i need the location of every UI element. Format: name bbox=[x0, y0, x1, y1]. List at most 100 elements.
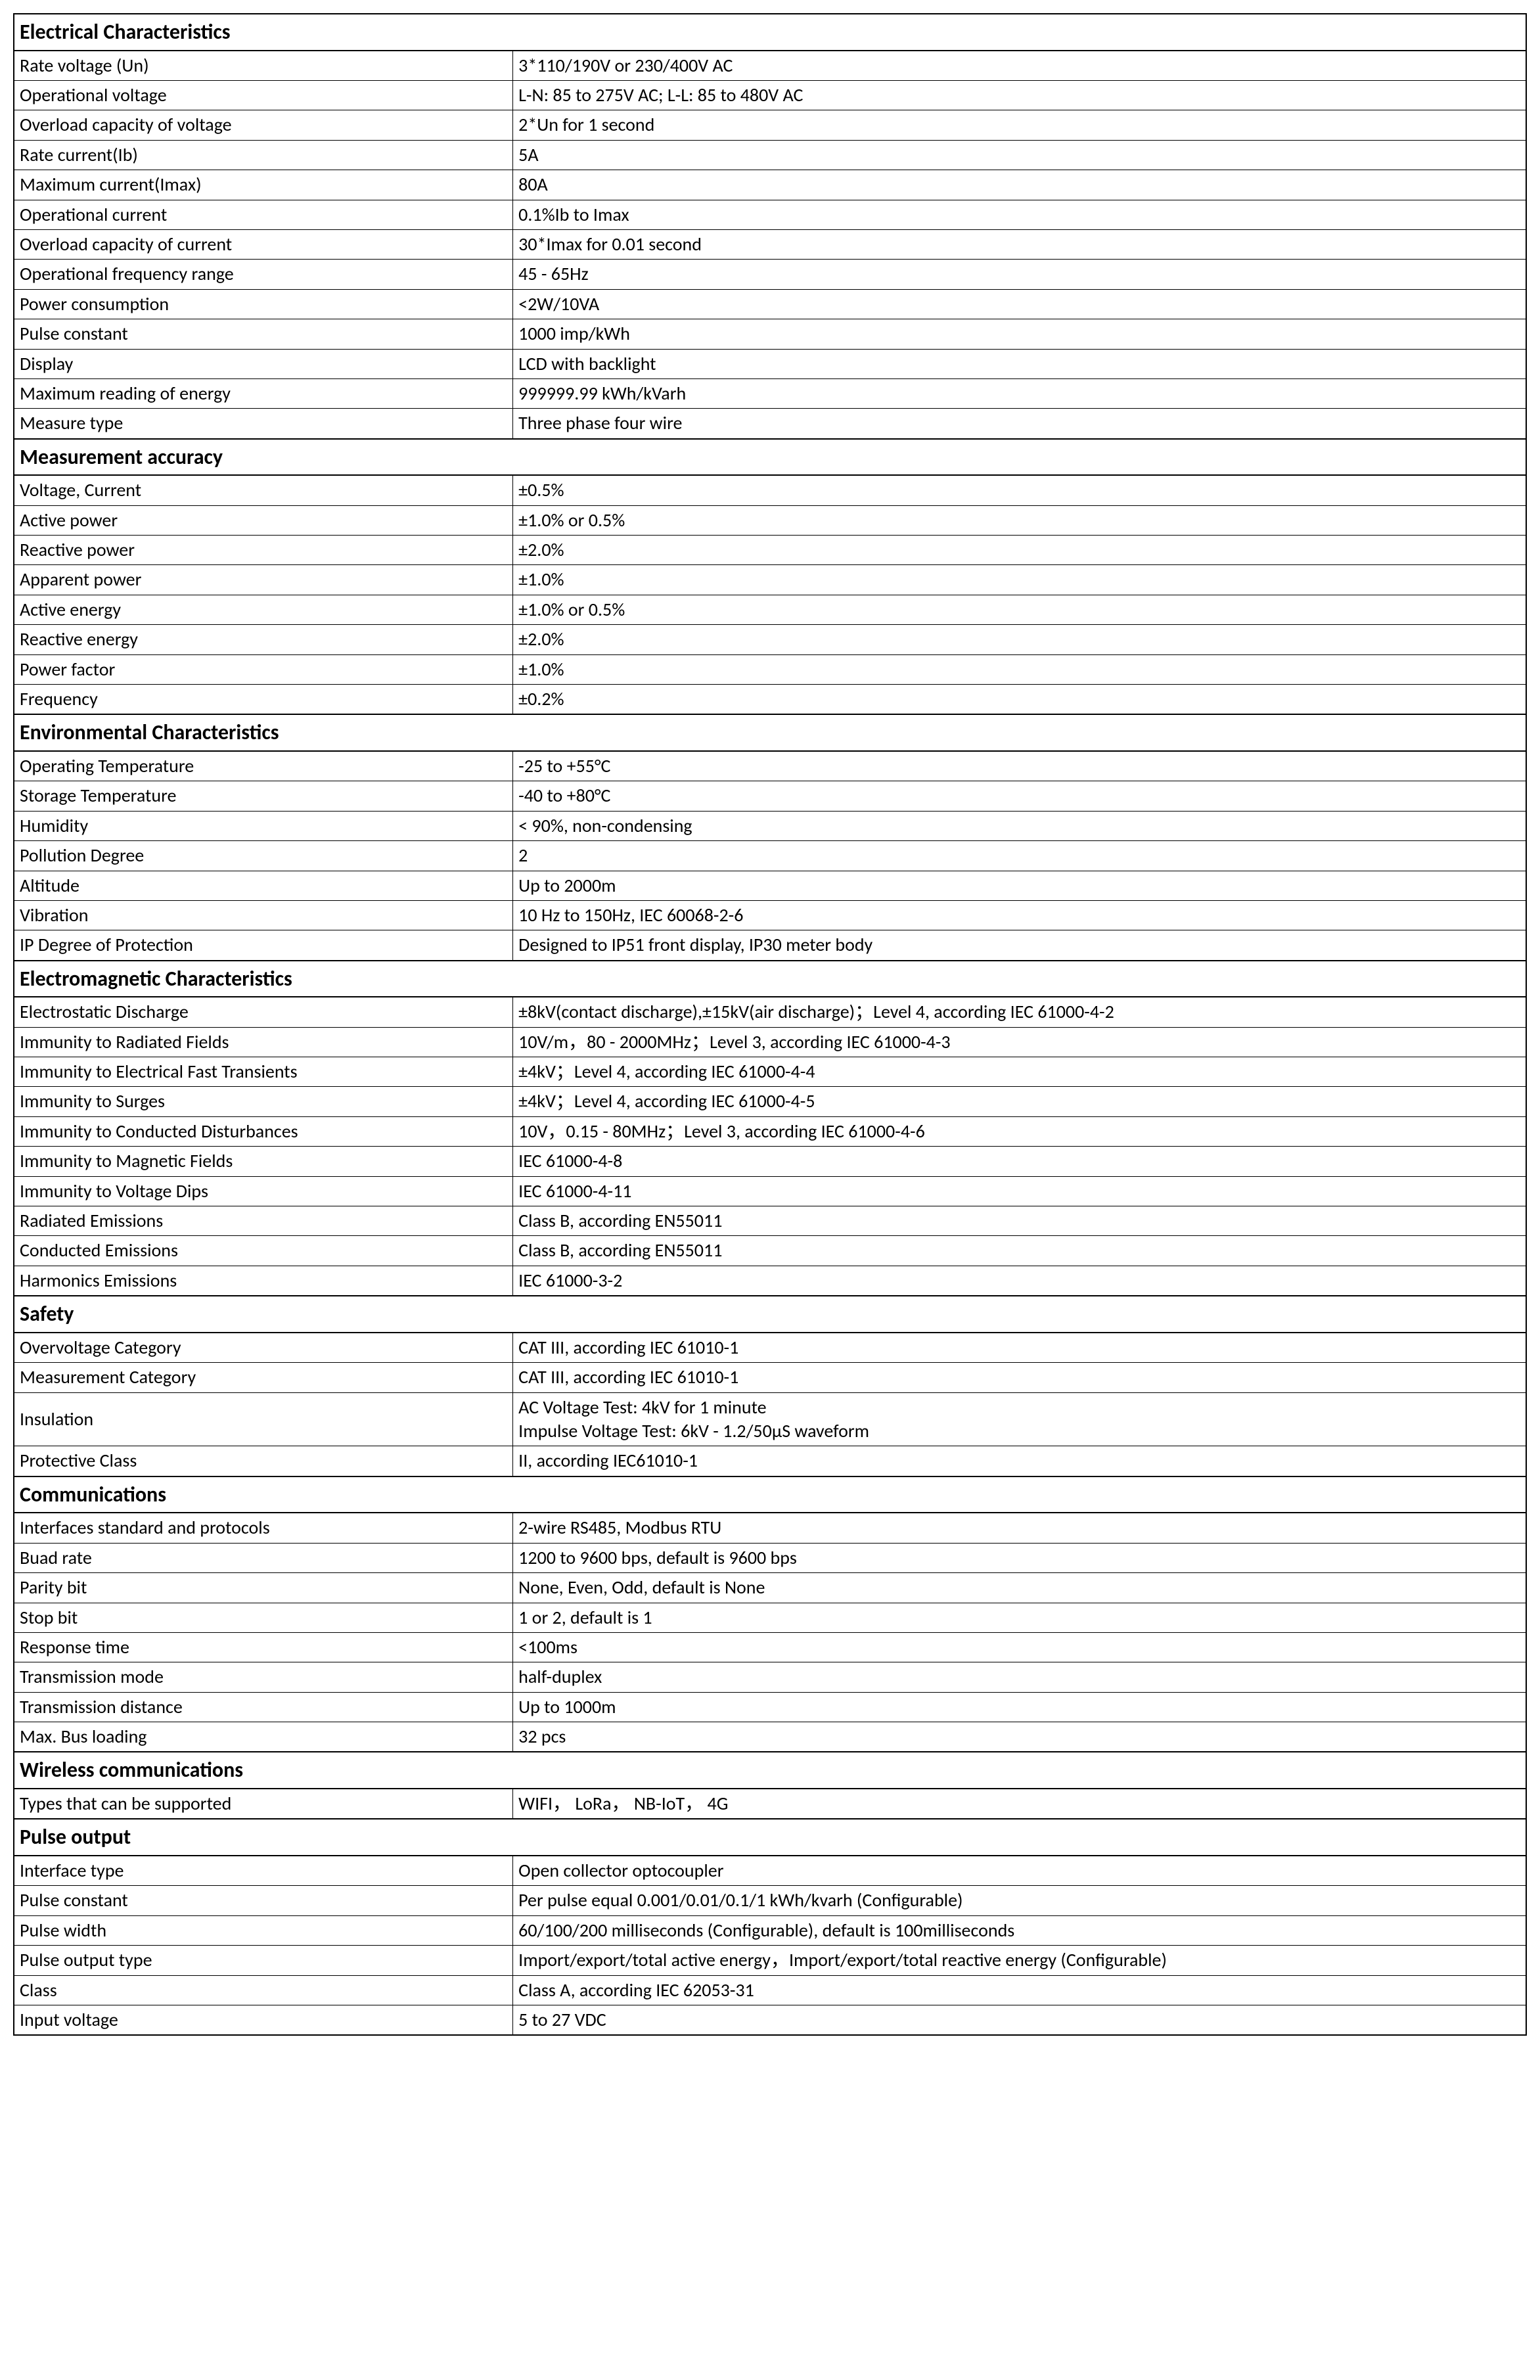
table-row: Operating Temperature-25 to +55°C bbox=[14, 751, 1526, 781]
table-row: Types that can be supportedWIFI， LoRa， N… bbox=[14, 1789, 1526, 1819]
table-row: ClassClass A, according IEC 62053-31 bbox=[14, 1975, 1526, 2005]
table-row: Overload capacity of current30*Imax for … bbox=[14, 229, 1526, 259]
spec-label: Maximum current(Imax) bbox=[14, 170, 513, 200]
spec-value: 30*Imax for 0.01 second bbox=[513, 229, 1526, 259]
spec-value: Class B, according EN55011 bbox=[513, 1236, 1526, 1266]
spec-value: ±0.2% bbox=[513, 685, 1526, 715]
spec-label: Electrostatic Discharge bbox=[14, 997, 513, 1027]
spec-value: 10 Hz to 150Hz, IEC 60068-2-6 bbox=[513, 900, 1526, 930]
spec-value: 1000 imp/kWh bbox=[513, 319, 1526, 349]
spec-value: Open collector optocoupler bbox=[513, 1856, 1526, 1886]
table-row: Overload capacity of voltage2*Un for 1 s… bbox=[14, 110, 1526, 140]
spec-value: LCD with backlight bbox=[513, 349, 1526, 378]
table-row: Immunity to Surges±4kV；Level 4, accordin… bbox=[14, 1087, 1526, 1116]
section-header: Measurement accuracy bbox=[14, 439, 1526, 476]
specification-table: Electrical CharacteristicsRate voltage (… bbox=[13, 13, 1527, 2036]
spec-value: Up to 2000m bbox=[513, 871, 1526, 900]
section-title: Pulse output bbox=[14, 1819, 1526, 1856]
table-row: Response time<100ms bbox=[14, 1632, 1526, 1662]
spec-value: 5A bbox=[513, 140, 1526, 170]
spec-value: ±1.0% or 0.5% bbox=[513, 505, 1526, 535]
spec-label: Response time bbox=[14, 1632, 513, 1662]
section-title: Environmental Characteristics bbox=[14, 714, 1526, 751]
spec-value: AC Voltage Test: 4kV for 1 minuteImpulse… bbox=[513, 1392, 1526, 1446]
table-row: Operational current0.1%Ib to Imax bbox=[14, 200, 1526, 229]
spec-label: Pulse constant bbox=[14, 319, 513, 349]
table-row: Pulse output typeImport/export/total act… bbox=[14, 1946, 1526, 1975]
spec-label: Power consumption bbox=[14, 289, 513, 319]
spec-label: Pulse output type bbox=[14, 1946, 513, 1975]
spec-label: Parity bit bbox=[14, 1573, 513, 1603]
table-row: Measurement CategoryCAT III, according I… bbox=[14, 1363, 1526, 1392]
spec-label: Class bbox=[14, 1975, 513, 2005]
spec-label: Immunity to Magnetic Fields bbox=[14, 1147, 513, 1176]
table-row: Reactive power±2.0% bbox=[14, 536, 1526, 565]
spec-label: Radiated Emissions bbox=[14, 1206, 513, 1236]
spec-value: half-duplex bbox=[513, 1662, 1526, 1692]
table-row: Voltage, Current±0.5% bbox=[14, 475, 1526, 505]
spec-value: None, Even, Odd, default is None bbox=[513, 1573, 1526, 1603]
spec-value: CAT III, according IEC 61010-1 bbox=[513, 1333, 1526, 1363]
table-row: Operational frequency range45 - 65Hz bbox=[14, 260, 1526, 289]
spec-label: Immunity to Conducted Disturbances bbox=[14, 1116, 513, 1146]
spec-label: Interfaces standard and protocols bbox=[14, 1513, 513, 1543]
spec-value: 2-wire RS485, Modbus RTU bbox=[513, 1513, 1526, 1543]
spec-label: Maximum reading of energy bbox=[14, 378, 513, 408]
table-row: Rate voltage (Un)3*110/190V or 230/400V … bbox=[14, 51, 1526, 81]
spec-value: 60/100/200 milliseconds (Configurable), … bbox=[513, 1915, 1526, 1945]
section-title: Wireless communications bbox=[14, 1752, 1526, 1789]
table-row: Interface typeOpen collector optocoupler bbox=[14, 1856, 1526, 1886]
spec-value: 5 to 27 VDC bbox=[513, 2005, 1526, 2036]
spec-value: 2*Un for 1 second bbox=[513, 110, 1526, 140]
spec-value: ±1.0% bbox=[513, 654, 1526, 684]
spec-label: Conducted Emissions bbox=[14, 1236, 513, 1266]
spec-value: ±1.0% bbox=[513, 565, 1526, 595]
spec-label: Altitude bbox=[14, 871, 513, 900]
table-row: Max. Bus loading32 pcs bbox=[14, 1722, 1526, 1752]
spec-label: Overload capacity of voltage bbox=[14, 110, 513, 140]
table-row: Pollution Degree2 bbox=[14, 841, 1526, 871]
table-row: Pulse constantPer pulse equal 0.001/0.01… bbox=[14, 1886, 1526, 1915]
spec-value: <2W/10VA bbox=[513, 289, 1526, 319]
spec-value: ±0.5% bbox=[513, 475, 1526, 505]
section-header: Safety bbox=[14, 1296, 1526, 1333]
spec-label: Immunity to Radiated Fields bbox=[14, 1027, 513, 1057]
spec-label: Types that can be supported bbox=[14, 1789, 513, 1819]
spec-value: -40 to +80°C bbox=[513, 781, 1526, 811]
table-row: AltitudeUp to 2000m bbox=[14, 871, 1526, 900]
spec-value: CAT III, according IEC 61010-1 bbox=[513, 1363, 1526, 1392]
spec-label: Display bbox=[14, 349, 513, 378]
spec-label: Immunity to Electrical Fast Transients bbox=[14, 1057, 513, 1087]
table-row: Stop bit1 or 2, default is 1 bbox=[14, 1603, 1526, 1632]
section-header: Communications bbox=[14, 1476, 1526, 1513]
spec-value: IEC 61000-4-8 bbox=[513, 1147, 1526, 1176]
section-header: Environmental Characteristics bbox=[14, 714, 1526, 751]
table-row: IP Degree of ProtectionDesigned to IP51 … bbox=[14, 930, 1526, 961]
spec-value: 999999.99 kWh/kVarh bbox=[513, 378, 1526, 408]
spec-value: ±2.0% bbox=[513, 536, 1526, 565]
spec-label: Storage Temperature bbox=[14, 781, 513, 811]
spec-label: Frequency bbox=[14, 685, 513, 715]
spec-label: Pulse width bbox=[14, 1915, 513, 1945]
spec-label: Harmonics Emissions bbox=[14, 1266, 513, 1296]
spec-value: 0.1%Ib to Imax bbox=[513, 200, 1526, 229]
spec-value: < 90%, non-condensing bbox=[513, 811, 1526, 840]
spec-value: Class B, according EN55011 bbox=[513, 1206, 1526, 1236]
spec-value: Three phase four wire bbox=[513, 409, 1526, 439]
table-row: Pulse width60/100/200 milliseconds (Conf… bbox=[14, 1915, 1526, 1945]
spec-label: Transmission mode bbox=[14, 1662, 513, 1692]
spec-label: Input voltage bbox=[14, 2005, 513, 2036]
spec-label: Apparent power bbox=[14, 565, 513, 595]
spec-label: Max. Bus loading bbox=[14, 1722, 513, 1752]
spec-value: IEC 61000-3-2 bbox=[513, 1266, 1526, 1296]
spec-label: Transmission distance bbox=[14, 1692, 513, 1722]
table-row: Interfaces standard and protocols2-wire … bbox=[14, 1513, 1526, 1543]
spec-label: Stop bit bbox=[14, 1603, 513, 1632]
table-row: Pulse constant1000 imp/kWh bbox=[14, 319, 1526, 349]
spec-label: Interface type bbox=[14, 1856, 513, 1886]
table-row: Immunity to Magnetic FieldsIEC 61000-4-8 bbox=[14, 1147, 1526, 1176]
spec-value: <100ms bbox=[513, 1632, 1526, 1662]
table-row: Protective ClassII, according IEC61010-1 bbox=[14, 1446, 1526, 1476]
spec-value: 10V，0.15 - 80MHz；Level 3, according IEC … bbox=[513, 1116, 1526, 1146]
section-header: Electrical Characteristics bbox=[14, 14, 1526, 51]
